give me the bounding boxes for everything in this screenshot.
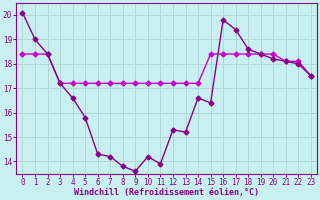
X-axis label: Windchill (Refroidissement éolien,°C): Windchill (Refroidissement éolien,°C) — [74, 188, 259, 197]
